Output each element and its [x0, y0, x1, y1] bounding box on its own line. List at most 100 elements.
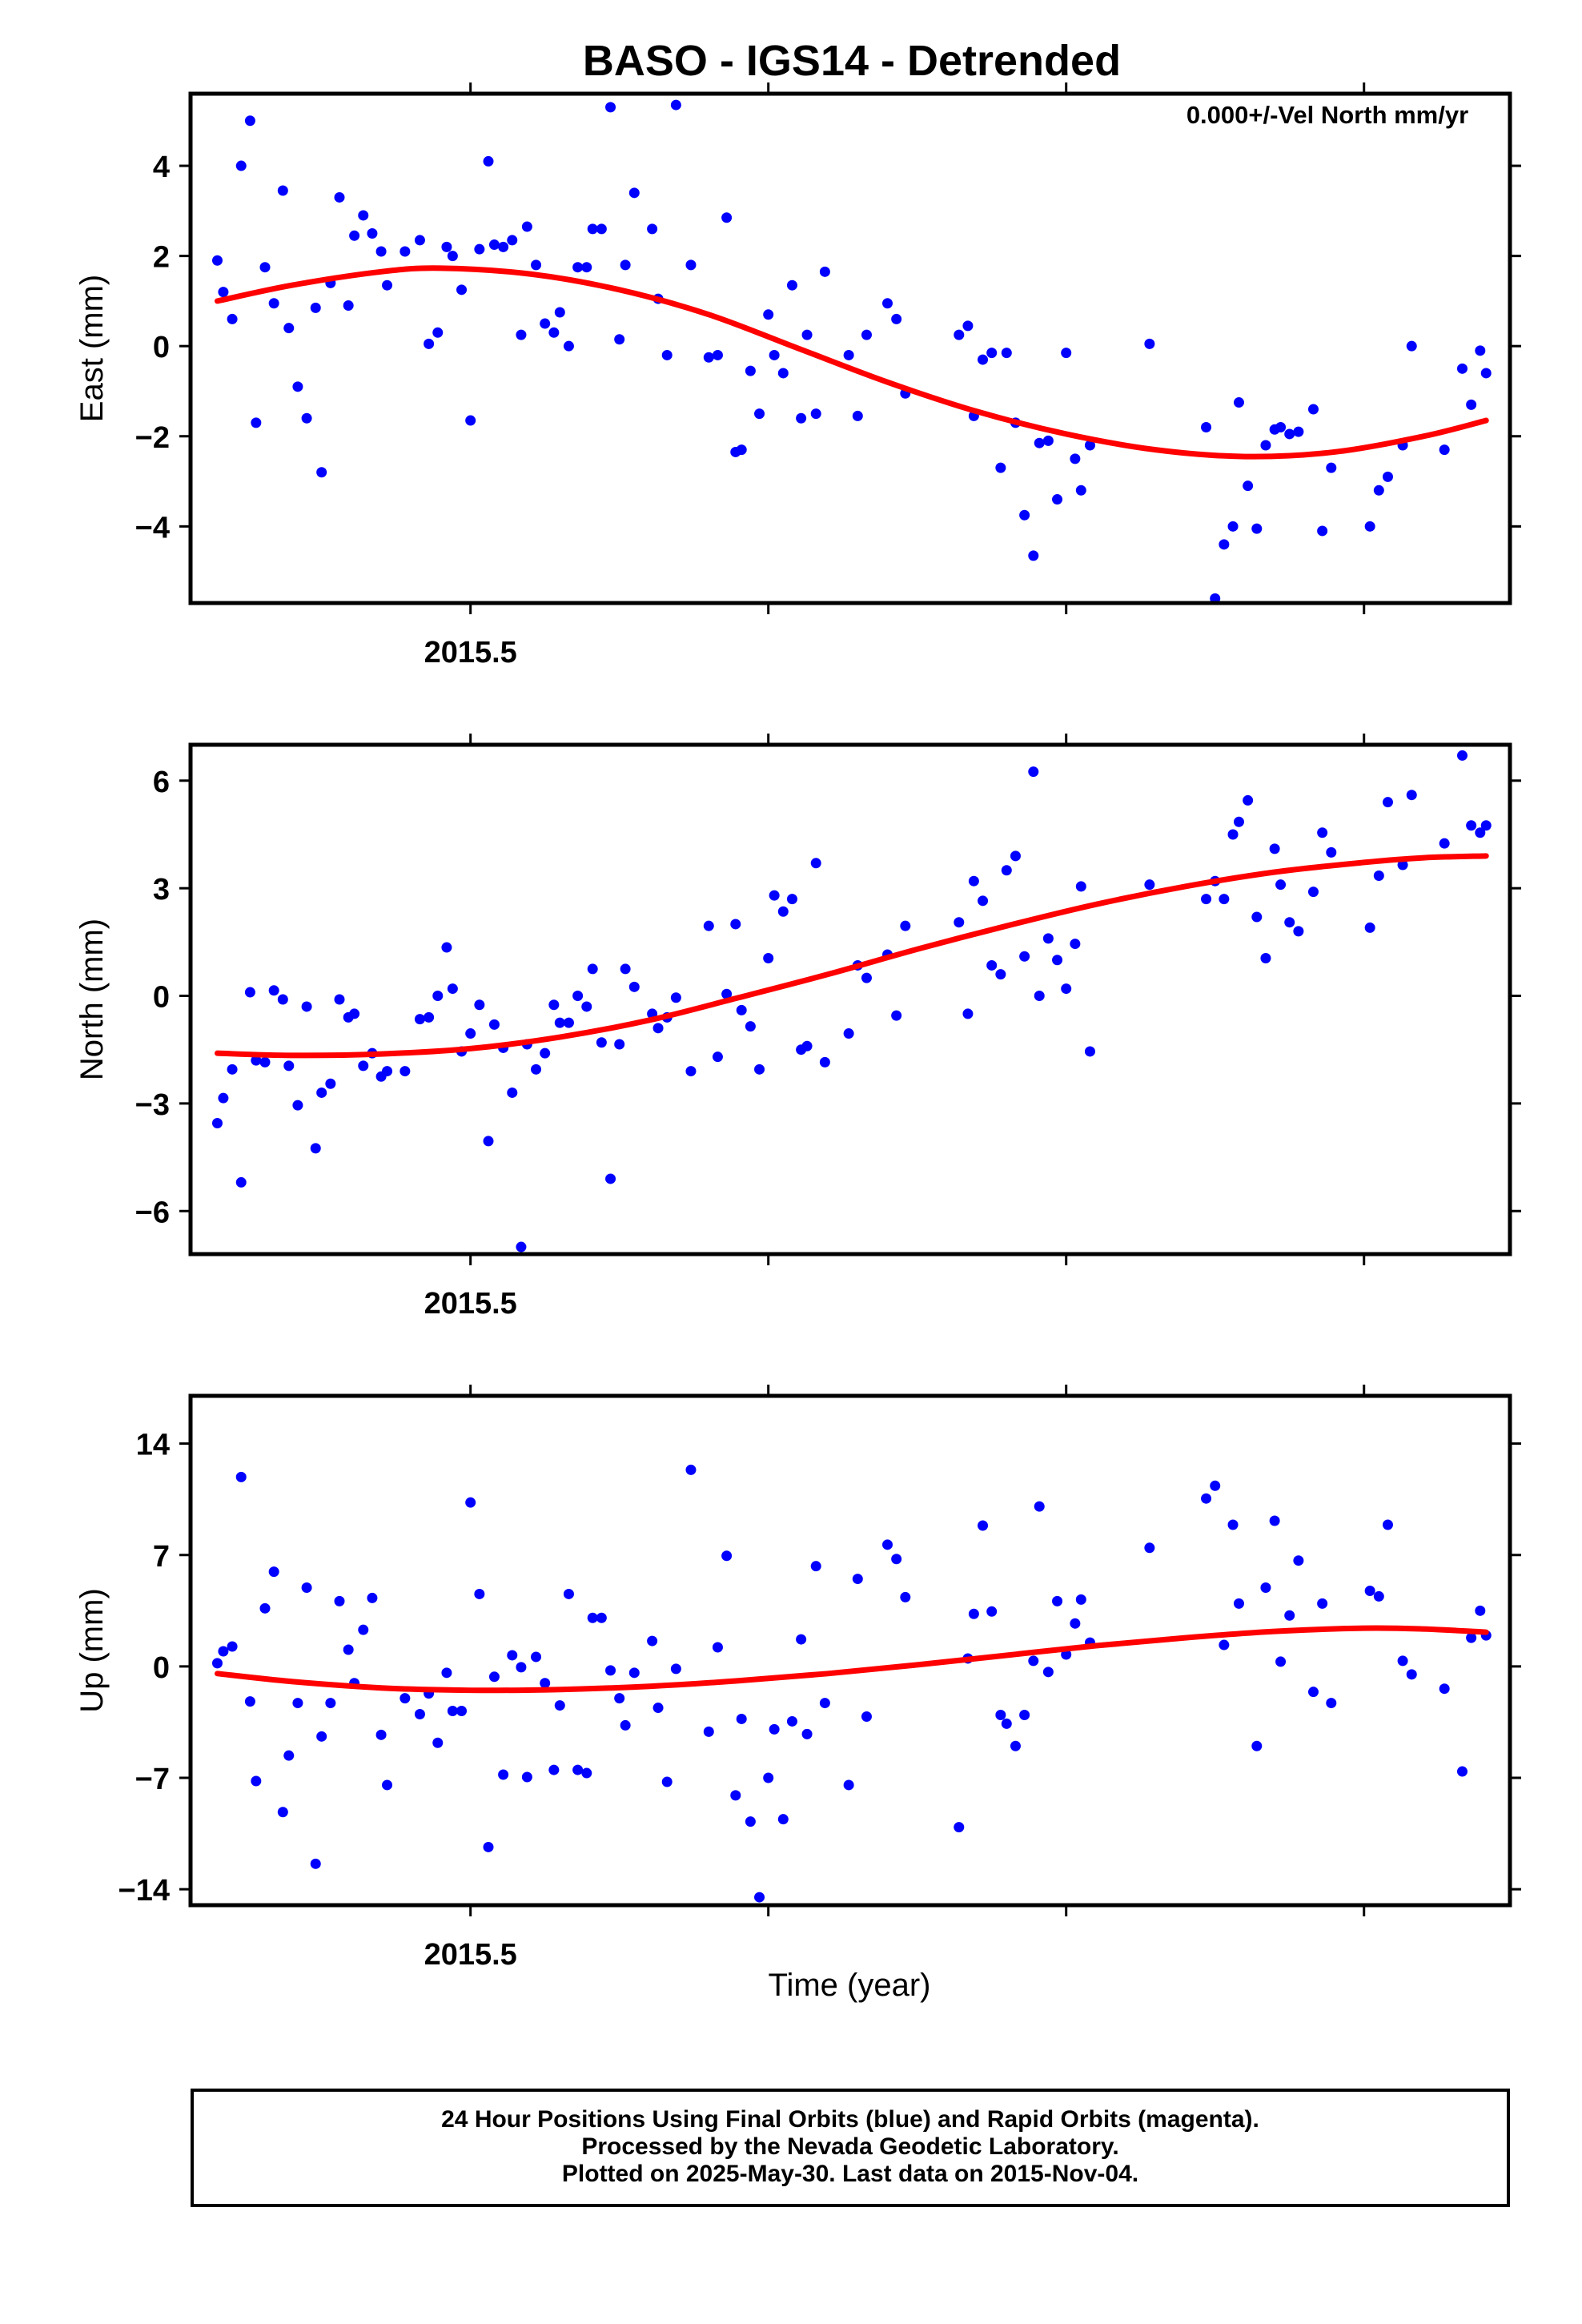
up-data-point-8: [277, 1807, 288, 1818]
north-data-point-21: [382, 1066, 393, 1077]
north-data-point-13: [316, 1087, 327, 1098]
north-plot-area: [211, 750, 1492, 1252]
north-data-point-54: [685, 1066, 697, 1077]
east-data-point-33: [498, 241, 509, 252]
up-ytick-label-4: −14: [118, 1874, 170, 1908]
east-data-point-71: [852, 410, 863, 421]
up-data-point-96: [1219, 1639, 1230, 1651]
east-data-point-2: [227, 313, 238, 324]
north-data-point-18: [358, 1060, 369, 1072]
up-data-point-80: [986, 1606, 998, 1617]
east-data-point-65: [786, 279, 797, 291]
east-data-point-67: [801, 329, 813, 340]
east-plot-area: [211, 99, 1492, 603]
north-data-point-75: [900, 920, 911, 931]
up-data-point-14: [325, 1698, 336, 1709]
up-ytick-label-1: 7: [153, 1540, 170, 1574]
up-data-point-95: [1210, 1480, 1221, 1491]
up-data-point-102: [1269, 1515, 1280, 1526]
up-data-point-27: [447, 1706, 458, 1717]
up-data-point-42: [572, 1764, 584, 1775]
north-data-point-41: [563, 1017, 574, 1028]
east-data-point-100: [1251, 523, 1263, 534]
up-data-point-40: [554, 1700, 565, 1711]
up-xtick-label-0: 2015.5: [424, 1938, 517, 1972]
up-data-point-60: [745, 1816, 756, 1827]
north-ytick-label-2: 0: [153, 981, 170, 1015]
east-data-point-3: [235, 160, 247, 171]
east-data-point-17: [349, 230, 360, 241]
east-data-point-89: [1061, 348, 1072, 359]
north-fit-curve: [214, 853, 1489, 1059]
up-data-point-108: [1326, 1698, 1337, 1709]
up-data-point-44: [587, 1612, 598, 1623]
east-data-point-90: [1070, 453, 1081, 464]
footer-line-2: Processed by the Nevada Geodetic Laborat…: [581, 2133, 1119, 2160]
north-data-point-72: [861, 972, 872, 983]
chart-title: BASO - IGS14 - Detrended: [583, 37, 1121, 85]
up-data-point-6: [259, 1602, 271, 1614]
east-data-point-115: [1456, 363, 1468, 374]
east-data-point-118: [1480, 368, 1492, 379]
east-data-point-82: [1001, 348, 1012, 359]
north-data-point-115: [1456, 750, 1468, 761]
north-data-point-35: [516, 1241, 527, 1252]
east-data-point-85: [1028, 550, 1039, 561]
east-ytick-label-4: −4: [135, 511, 170, 545]
up-data-point-82: [1001, 1718, 1012, 1729]
up-data-point-23: [414, 1709, 425, 1719]
north-data-point-116: [1466, 820, 1477, 831]
north-data-point-32: [488, 1019, 500, 1030]
east-data-point-37: [531, 259, 542, 271]
north-data-point-42: [572, 991, 584, 1002]
east-data-point-31: [483, 155, 494, 167]
up-data-point-26: [441, 1667, 452, 1679]
north-data-point-5: [251, 1055, 262, 1066]
north-data-point-98: [1233, 816, 1244, 827]
north-data-point-26: [441, 942, 452, 953]
east-data-point-45: [596, 223, 607, 235]
up-data-point-97: [1227, 1519, 1239, 1530]
north-data-point-25: [432, 991, 444, 1002]
up-data-point-13: [316, 1731, 327, 1742]
north-data-point-90: [1070, 939, 1081, 950]
east-data-point-116: [1466, 399, 1477, 410]
north-data-point-58: [730, 919, 741, 930]
north-data-point-74: [891, 1010, 902, 1021]
up-data-point-25: [432, 1737, 444, 1748]
north-data-point-89: [1061, 983, 1072, 995]
up-data-point-57: [721, 1550, 733, 1562]
up-data-point-74: [891, 1554, 902, 1565]
east-data-point-25: [432, 327, 444, 338]
north-data-point-3: [235, 1176, 247, 1188]
up-data-point-20: [375, 1729, 387, 1740]
east-data-point-20: [375, 246, 387, 257]
east-data-point-81: [995, 462, 1006, 473]
north-data-point-91: [1075, 881, 1086, 892]
north-data-point-44: [587, 963, 598, 975]
east-data-point-15: [334, 191, 345, 203]
east-ytick-label-2: 0: [153, 331, 170, 364]
east-data-point-73: [882, 298, 893, 309]
north-data-point-63: [769, 890, 780, 901]
north-data-point-61: [754, 1063, 765, 1075]
up-data-point-79: [978, 1520, 989, 1531]
east-data-point-72: [861, 329, 872, 340]
east-data-point-93: [1144, 338, 1155, 349]
east-data-point-117: [1475, 345, 1486, 356]
up-data-point-106: [1307, 1687, 1319, 1698]
footer-line-3: Plotted on 2025-May-30. Last data on 201…: [561, 2161, 1139, 2187]
east-data-point-13: [316, 467, 327, 478]
up-data-point-53: [670, 1663, 681, 1675]
east-data-point-94: [1201, 421, 1212, 432]
east-data-point-54: [685, 259, 697, 271]
north-ylabel: North (mm): [74, 919, 110, 1080]
north-data-point-29: [465, 1028, 476, 1039]
up-data-point-70: [843, 1779, 854, 1791]
north-data-point-69: [819, 1056, 830, 1068]
east-data-point-64: [777, 368, 789, 379]
north-data-point-80: [986, 959, 998, 971]
north-data-point-105: [1293, 926, 1304, 937]
east-data-point-11: [301, 412, 312, 424]
east-data-point-26: [441, 241, 452, 252]
